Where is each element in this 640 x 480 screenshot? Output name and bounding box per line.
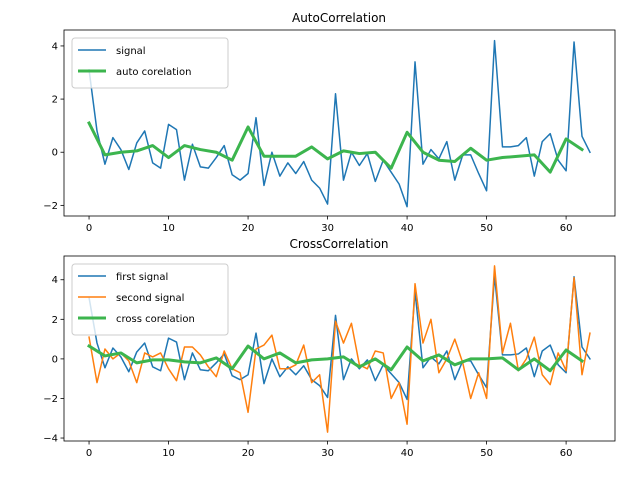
x-tick-label: 20	[242, 448, 255, 459]
x-tick-label: 0	[86, 223, 92, 234]
x-tick-label: 0	[86, 448, 92, 459]
x-tick-label: 20	[242, 223, 255, 234]
autocorrelation-title: AutoCorrelation	[292, 11, 386, 25]
legend-label: signal	[116, 46, 146, 57]
legend-box	[71, 37, 229, 89]
y-tick-label: 2	[52, 315, 58, 326]
series-line-first-signal	[88, 275, 591, 401]
legend-label: cross corelation	[116, 314, 195, 325]
x-tick-label: 40	[401, 448, 414, 459]
y-tick-label: 0	[52, 148, 58, 159]
legend-label: second signal	[116, 293, 184, 304]
y-tick-label: 4	[52, 275, 58, 286]
x-tick-label: 50	[480, 448, 493, 459]
legend-label: first signal	[116, 272, 168, 283]
y-tick-label: 0	[52, 354, 58, 365]
x-tick-label: 60	[560, 223, 573, 234]
x-tick-label: 30	[321, 448, 334, 459]
x-tick-label: 10	[162, 448, 175, 459]
series-line-second-signal	[88, 265, 591, 433]
y-tick-label: −2	[43, 201, 58, 212]
y-tick-label: −2	[43, 394, 58, 405]
y-tick-label: 4	[52, 41, 58, 52]
crosscorrelation-panel: CrossCorrelation 0 10 20 30 40 50 60 −4 −2 0 2 4 fir…	[43, 237, 616, 459]
x-tick-label: 40	[401, 223, 414, 234]
y-tick-label: 2	[52, 95, 58, 106]
crosscorrelation-title: CrossCorrelation	[289, 237, 388, 251]
series-line-cross-corelation	[86, 343, 585, 373]
x-tick-label: 60	[560, 448, 573, 459]
legend-box	[71, 263, 229, 336]
x-tick-label: 30	[321, 223, 334, 234]
y-tick-label: −4	[43, 434, 58, 445]
x-tick-label: 10	[162, 223, 175, 234]
legend-label: auto corelation	[116, 67, 191, 78]
autocorrelation-panel: AutoCorrelation 0 10 20 30 40 50 60 −2 0 2 4 signal…	[43, 11, 616, 234]
series-line-auto-corelation	[87, 120, 585, 174]
series-line-signal	[88, 39, 591, 208]
x-tick-label: 50	[480, 223, 493, 234]
